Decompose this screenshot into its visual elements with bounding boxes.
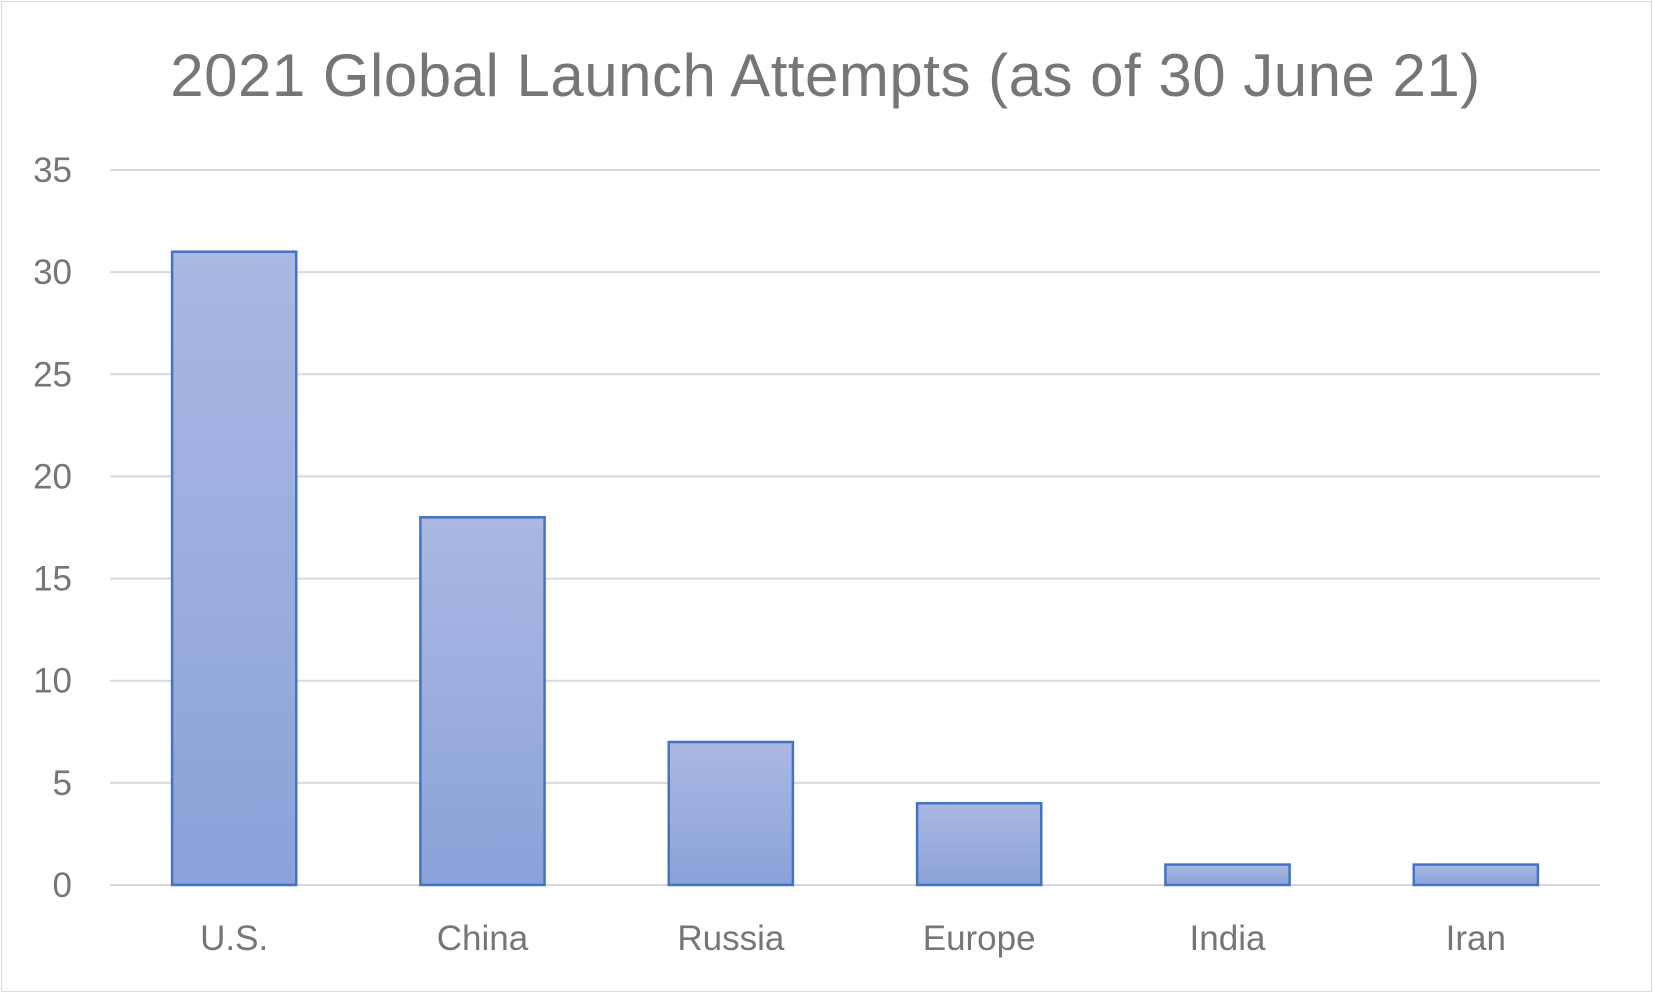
y-tick-label: 25 xyxy=(33,355,72,394)
bar-europe xyxy=(915,802,1043,887)
y-tick-label: 0 xyxy=(53,866,72,905)
x-tick-label: Russia xyxy=(677,919,785,958)
bar-china xyxy=(419,516,546,887)
y-tick-label: 10 xyxy=(33,662,72,701)
y-tick-label: 15 xyxy=(33,560,72,599)
x-tick-label: U.S. xyxy=(200,919,268,958)
chart-title: 2021 Global Launch Attempts (as of 30 Ju… xyxy=(170,42,1481,109)
bar-u-s xyxy=(170,250,298,887)
gridlines xyxy=(110,169,1600,886)
bar-iran xyxy=(1412,863,1540,887)
x-tick-label: Iran xyxy=(1446,919,1506,958)
x-tick-label: China xyxy=(437,919,529,958)
x-tick-label: Europe xyxy=(923,919,1036,958)
y-axis-ticks: 0 5 10 15 20 25 30 35 xyxy=(33,151,72,905)
bar-india xyxy=(1164,863,1291,887)
y-tick-label: 5 xyxy=(53,764,72,803)
bar-russia xyxy=(667,740,795,887)
bars xyxy=(170,250,1540,887)
x-tick-label: India xyxy=(1190,919,1266,958)
y-tick-label: 30 xyxy=(33,253,72,292)
y-tick-label: 20 xyxy=(33,457,72,496)
x-axis-ticks: U.S. China Russia Europe India Iran xyxy=(200,919,1506,958)
y-tick-label: 35 xyxy=(33,151,72,190)
